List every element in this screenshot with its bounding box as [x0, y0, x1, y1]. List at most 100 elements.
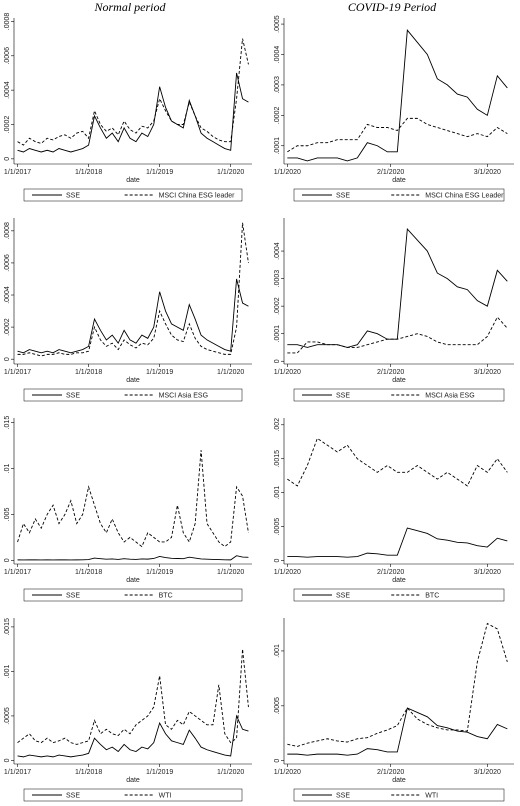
x-axis-label: date — [126, 577, 140, 584]
y-tick-label: 0 — [274, 759, 281, 763]
y-tick-label: 0 — [4, 558, 11, 562]
y-tick-label: .001 — [274, 644, 281, 658]
legend-label: WTI — [159, 793, 172, 800]
x-tick-label: 1/1/2020 — [217, 369, 244, 376]
legend-label: BTC — [425, 593, 439, 600]
y-tick-label: .0002 — [4, 116, 11, 134]
legend-box — [23, 588, 243, 602]
x-axis-label: date — [126, 377, 140, 384]
series-line — [287, 527, 508, 558]
y-tick-label: .0004 — [274, 242, 281, 260]
y-tick-label: 0 — [4, 157, 11, 161]
x-tick-label: 3/1/2020 — [474, 569, 501, 576]
series-line — [17, 38, 249, 146]
x-tick-label: 1/1/2020 — [274, 169, 301, 176]
x-tick-label: 1/1/2017 — [4, 769, 31, 776]
y-tick-label: .0002 — [4, 318, 11, 336]
plot-area — [14, 418, 252, 564]
x-axis-label: date — [392, 177, 406, 184]
x-tick-label: 1/1/2017 — [4, 569, 31, 576]
plot-area — [14, 18, 252, 164]
y-tick-label: .01 — [4, 464, 11, 474]
x-tick-label: 1/1/2019 — [146, 569, 173, 576]
x-tick-label: 3/1/2020 — [474, 369, 501, 376]
x-tick-label: 2/1/2020 — [377, 569, 404, 576]
y-tick-label: .0005 — [274, 518, 281, 536]
plot-area — [284, 418, 514, 564]
x-tick-label: 1/1/2020 — [217, 569, 244, 576]
x-tick-label: 1/1/2017 — [4, 169, 31, 176]
legend-box — [23, 388, 243, 402]
legend-label: SSE — [336, 593, 350, 600]
panel: .0001 .0002 .0003 .0004 .0005 1/1/2020 2/1/202… — [274, 15, 514, 202]
x-tick-label: 1/1/2020 — [217, 769, 244, 776]
y-tick-label: .0015 — [4, 618, 11, 636]
legend-box — [23, 188, 243, 202]
y-tick-label: .0008 — [4, 222, 11, 240]
x-tick-label: 3/1/2020 — [474, 169, 501, 176]
x-axis-label: date — [126, 777, 140, 784]
y-tick-label: .001 — [274, 486, 281, 500]
x-tick-label: 1/1/2019 — [146, 769, 173, 776]
legend-label: SSE — [66, 793, 80, 800]
panel: 0 .0005 .001 .0015 .002 1/1/2020 2/1/2020 3/1/2… — [274, 418, 514, 602]
series-line — [287, 437, 508, 487]
y-tick-label: .002 — [274, 418, 281, 432]
x-tick-label: 1/1/2020 — [274, 369, 301, 376]
y-tick-label: .0004 — [4, 286, 11, 304]
x-tick-label: 1/1/2017 — [4, 369, 31, 376]
legend-label: MSCI Asia ESG — [425, 393, 474, 400]
y-tick-label: 0 — [274, 359, 281, 363]
legend-label: SSE — [336, 393, 350, 400]
legend-label: SSE — [336, 793, 350, 800]
x-tick-label: 2/1/2020 — [377, 369, 404, 376]
series-line — [17, 649, 249, 745]
y-tick-label: 0 — [274, 559, 281, 563]
panel: 0 .0005 .001 1/1/2020 2/1/2020 3/1/2020 date SS… — [274, 618, 514, 802]
x-tick-label: 1/1/2020 — [274, 769, 301, 776]
plot-area — [284, 618, 514, 764]
legend-label: SSE — [66, 193, 80, 200]
panel: 0 .0002 .0004 .0006 .0008 1/1/2017 1/1/2018 1/1… — [4, 13, 252, 202]
series-line — [287, 707, 508, 756]
series-line — [17, 450, 249, 548]
legend-label: SSE — [336, 193, 350, 200]
y-tick-label: .0001 — [274, 137, 281, 155]
y-tick-label: .0004 — [274, 46, 281, 64]
y-tick-label: .0002 — [274, 297, 281, 315]
series-line — [17, 714, 249, 758]
x-axis-label: date — [392, 777, 406, 784]
series-line — [17, 222, 249, 357]
panel: 0 .005 .01 .015 1/1/2017 1/1/2018 1/1/2019 1/1/… — [4, 416, 252, 602]
column-header: COVID-19 Period — [348, 0, 437, 14]
y-tick-label: .005 — [4, 507, 11, 521]
x-tick-label: 1/1/2018 — [75, 769, 102, 776]
y-tick-label: .0002 — [274, 106, 281, 124]
legend-label: MSCI China ESG Leader — [425, 193, 504, 200]
x-axis-label: date — [126, 177, 140, 184]
series-line — [287, 622, 508, 747]
plot-area — [284, 18, 514, 164]
legend-label: SSE — [66, 593, 80, 600]
y-tick-label: .0004 — [4, 81, 11, 99]
legend-label: WTI — [425, 793, 438, 800]
series-line — [287, 316, 508, 354]
x-tick-label: 1/1/2020 — [274, 569, 301, 576]
legend-label: BTC — [159, 593, 173, 600]
y-tick-label: .0005 — [274, 15, 281, 33]
plot-area — [14, 618, 252, 764]
x-tick-label: 3/1/2020 — [474, 769, 501, 776]
x-axis-label: date — [392, 377, 406, 384]
panel: 0 .0001 .0002 .0003 .0004 1/1/2020 2/1/2020 3/1… — [274, 218, 514, 402]
y-tick-label: .0015 — [274, 450, 281, 468]
x-tick-label: 1/1/2018 — [75, 169, 102, 176]
x-tick-label: 1/1/2019 — [146, 169, 173, 176]
column-header: Normal period — [93, 0, 166, 14]
y-tick-label: .0006 — [4, 254, 11, 272]
legend-label: SSE — [66, 393, 80, 400]
series-line — [17, 72, 249, 153]
y-tick-label: 0 — [4, 357, 11, 361]
y-tick-label: .015 — [4, 416, 11, 430]
x-tick-label: 1/1/2019 — [146, 369, 173, 376]
